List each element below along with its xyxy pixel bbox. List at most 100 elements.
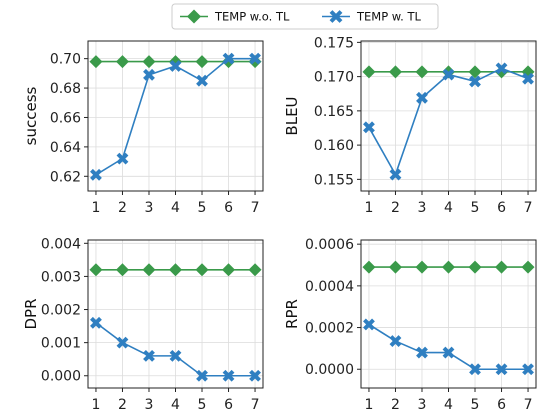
data-point-diamond [89, 263, 103, 277]
data-point-diamond [248, 263, 262, 277]
x-tick-label: 5 [198, 397, 207, 413]
x-tick-label: 3 [145, 397, 154, 413]
data-point-diamond [468, 65, 482, 79]
x-tick-label: 7 [524, 397, 533, 413]
y-tick-label: 0.64 [50, 140, 81, 156]
data-point-x [249, 369, 261, 382]
legend-label-0: TEMP w.o. TL [214, 10, 290, 24]
y-tick-label: 0.66 [50, 110, 81, 126]
legend-item-1: TEMP w. TL [322, 10, 421, 24]
x-tick-label: 6 [497, 200, 506, 216]
data-point-diamond [142, 263, 156, 277]
data-point-x [169, 349, 182, 362]
data-point-diamond [442, 260, 455, 274]
data-point-x [222, 52, 235, 65]
data-point-x [116, 152, 129, 165]
x-tick-label: 7 [524, 200, 533, 216]
x-tick-label: 5 [471, 397, 480, 413]
y-axis-label: DPR [22, 298, 40, 329]
x-tick-label: 6 [497, 397, 506, 413]
y-axis-label: success [22, 86, 40, 145]
data-point-x [389, 168, 402, 181]
series-temp-wo-tl [89, 263, 262, 277]
data-point-diamond [388, 65, 402, 79]
subplot-dpr: 1 2 3 4 5 6 7 0.000 0.001 0.002 0.003 0.004 DPR [22, 236, 264, 413]
data-point-x [495, 62, 508, 75]
data-point-x [416, 91, 428, 104]
data-point-diamond [195, 263, 209, 277]
legend-diamond-marker [187, 9, 201, 24]
data-point-x [143, 68, 155, 81]
data-point-x [90, 316, 102, 329]
series-temp-w-tl [363, 62, 534, 181]
x-tick-label: 2 [391, 397, 400, 413]
y-tick-label: 0.68 [50, 81, 81, 97]
y-tick-label: 0.165 [314, 104, 354, 120]
data-point-x [469, 363, 481, 376]
data-point-diamond [521, 260, 535, 274]
subplot-bleu: 1 2 3 4 5 6 7 0.155 0.160 0.165 0.170 0.175 BLEU [283, 35, 537, 216]
series-temp-w-tl [90, 52, 261, 181]
x-tick-label: 2 [118, 397, 127, 413]
data-point-x [469, 75, 481, 88]
data-point-x [249, 52, 261, 65]
data-point-diamond [495, 65, 509, 79]
x-tick-label: 3 [418, 200, 427, 216]
data-point-diamond [415, 65, 429, 79]
data-point-x [522, 72, 534, 85]
data-point-x [116, 336, 129, 349]
y-tick-label: 0.70 [50, 52, 81, 68]
data-point-diamond [115, 263, 129, 277]
data-point-x [143, 349, 155, 362]
data-point-x [416, 346, 428, 359]
data-point-diamond [169, 263, 182, 277]
data-point-diamond [142, 55, 156, 69]
data-point-x [495, 363, 508, 376]
x-tick-label: 7 [251, 200, 260, 216]
legend: TEMP w.o. TL TEMP w. TL [171, 3, 439, 30]
data-point-diamond [388, 260, 402, 274]
series-temp-w-tl [90, 316, 261, 382]
data-point-diamond [195, 55, 209, 69]
data-point-diamond [468, 260, 482, 274]
data-point-x [196, 74, 208, 87]
y-tick-label: 0.002 [41, 303, 81, 319]
y-tick-label: 0.175 [314, 35, 354, 51]
y-axis-label: BLEU [283, 96, 301, 135]
x-tick-label: 1 [91, 200, 100, 216]
data-point-x [90, 168, 102, 181]
legend-frame [171, 3, 439, 30]
x-tick-label: 3 [418, 397, 427, 413]
x-tick-label: 7 [251, 397, 260, 413]
series-temp-w-tl [363, 318, 534, 376]
data-point-x [222, 369, 235, 382]
x-tick-label: 2 [118, 200, 127, 216]
subplot-success: 1 2 3 4 5 6 7 0.62 0.64 0.66 0.68 0.70 success [22, 40, 264, 216]
data-point-x [169, 60, 182, 72]
data-point-x [442, 68, 455, 81]
data-point-x [522, 363, 534, 376]
x-tick-label: 5 [198, 200, 207, 216]
x-tick-label: 1 [91, 397, 100, 413]
y-tick-label: 0.001 [41, 336, 81, 352]
y-tick-label: 0.62 [50, 169, 81, 185]
data-point-diamond [362, 65, 376, 79]
data-point-diamond [415, 260, 429, 274]
data-point-diamond [222, 263, 236, 277]
data-point-diamond [495, 260, 509, 274]
x-tick-label: 1 [364, 200, 373, 216]
subplots: 1 2 3 4 5 6 7 0.62 0.64 0.66 0.68 0.70 success 1 2 3 4 5 6… [22, 35, 537, 413]
x-tick-label: 4 [444, 397, 453, 413]
legend-x-marker [329, 10, 343, 23]
x-tick-label: 6 [224, 397, 233, 413]
x-tick-label: 1 [364, 397, 373, 413]
data-point-x [196, 369, 208, 382]
y-tick-label: 0.160 [314, 138, 354, 154]
y-tick-label: 0.155 [314, 172, 354, 188]
data-point-x [389, 335, 402, 348]
x-tick-label: 2 [391, 200, 400, 216]
y-tick-label: 0.003 [41, 269, 81, 285]
data-point-x [363, 121, 375, 134]
x-tick-label: 4 [171, 397, 180, 413]
